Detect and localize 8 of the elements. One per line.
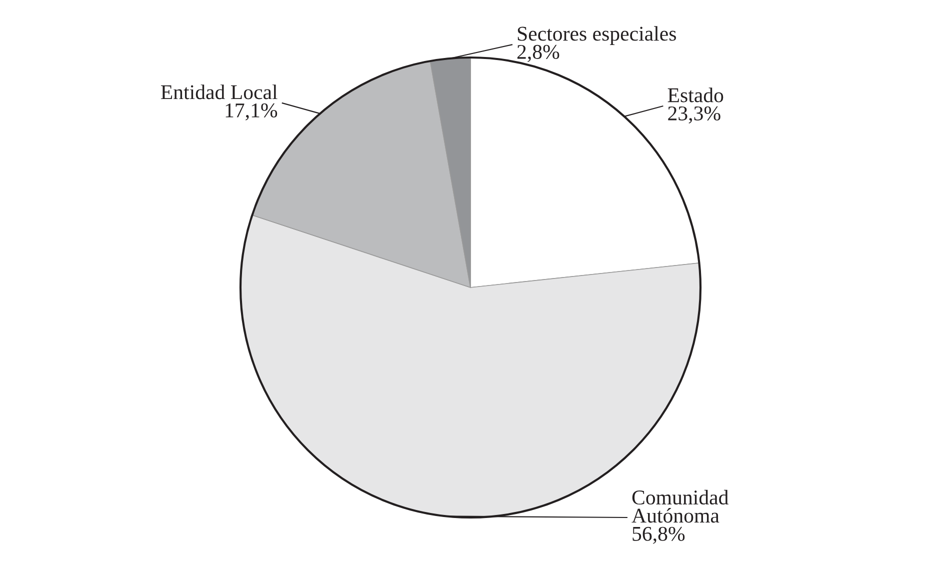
slice-label: Entidad Local bbox=[160, 84, 278, 100]
slice-label: Sectores especiales bbox=[518, 26, 676, 46]
slice-label: Comunidad Autónoma bbox=[632, 490, 728, 523]
data-label: 23,3% bbox=[668, 106, 720, 124]
data-label: 56,8% bbox=[632, 526, 685, 544]
data-label: 2,8% bbox=[517, 44, 560, 62]
data-label: 17,1% bbox=[226, 103, 278, 120]
slice-label: Estado bbox=[668, 88, 724, 102]
